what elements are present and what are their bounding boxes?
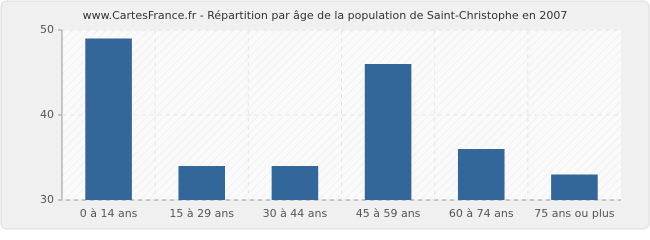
y-tick-label: 50 (40, 23, 54, 36)
x-tick-label: 0 à 14 ans (80, 207, 138, 220)
chart: www.CartesFrance.fr - Répartition par âg… (0, 0, 650, 230)
bar (85, 38, 132, 200)
x-tick-label: 15 à 29 ans (169, 207, 234, 220)
bar (551, 174, 598, 200)
y-tick-label: 30 (40, 193, 54, 206)
x-tick-label: 60 à 74 ans (449, 207, 514, 220)
x-tick-label: 75 ans ou plus (534, 207, 615, 220)
y-tick-label: 40 (40, 108, 54, 121)
chart-title: www.CartesFrance.fr - Répartition par âg… (83, 9, 568, 22)
bar (457, 149, 505, 200)
bar (178, 166, 226, 200)
bar (364, 64, 412, 200)
bar (271, 166, 319, 200)
x-tick-label: 30 à 44 ans (263, 207, 328, 220)
x-tick-label: 45 à 59 ans (356, 207, 421, 220)
